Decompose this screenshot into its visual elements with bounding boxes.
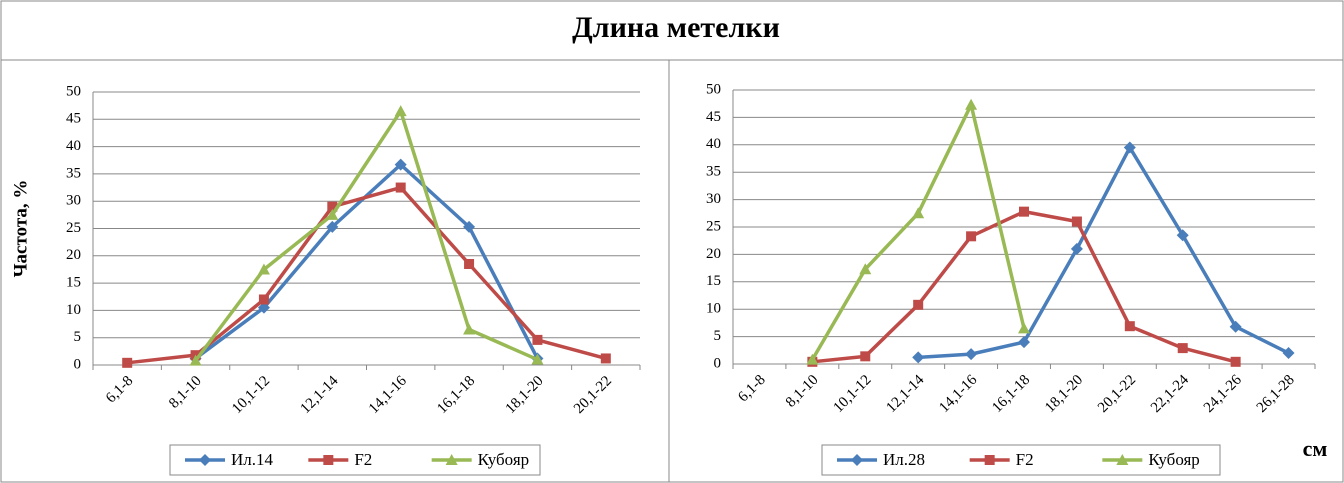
- marker: [965, 98, 978, 110]
- y-tick-label: 50: [66, 83, 81, 99]
- marker: [984, 455, 995, 465]
- marker: [463, 323, 476, 335]
- marker: [1123, 141, 1136, 154]
- y-tick-label: 40: [706, 136, 721, 152]
- marker: [1124, 321, 1135, 332]
- y-axis-label: Частота, %: [10, 180, 31, 278]
- marker: [859, 263, 872, 275]
- y-tick-label: 20: [66, 247, 81, 263]
- y-tick-label: 35: [66, 165, 81, 181]
- y-tick-label: 25: [66, 220, 81, 236]
- marker: [257, 263, 270, 275]
- title-box: [0, 0, 1344, 61]
- marker: [1177, 343, 1188, 354]
- y-tick-label: 15: [66, 275, 81, 291]
- y-tick-label: 10: [706, 301, 721, 317]
- y-tick-label: 15: [706, 273, 721, 289]
- y-tick-label: 30: [706, 191, 721, 207]
- marker: [1018, 336, 1030, 349]
- legend-label: Кубояр: [1148, 450, 1199, 469]
- marker: [258, 294, 269, 305]
- marker: [463, 220, 476, 233]
- marker: [806, 353, 819, 365]
- legend: [169, 444, 541, 476]
- marker: [394, 105, 407, 117]
- marker: [395, 182, 406, 193]
- marker: [1019, 206, 1029, 217]
- marker: [1230, 356, 1241, 367]
- marker: [912, 207, 925, 219]
- legend-label: F2: [1016, 450, 1034, 469]
- marker: [394, 158, 407, 171]
- marker: [327, 201, 338, 212]
- marker: [323, 455, 334, 465]
- marker: [1116, 454, 1129, 465]
- marker: [913, 299, 924, 310]
- marker: [1018, 322, 1030, 334]
- marker: [1176, 229, 1189, 242]
- marker: [445, 454, 458, 465]
- marker: [326, 220, 339, 233]
- legend-label: F2: [354, 450, 372, 469]
- marker: [1229, 320, 1242, 333]
- legend-label: Ил.14: [231, 450, 274, 469]
- y-tick-label: 50: [706, 81, 721, 97]
- marker: [860, 351, 871, 362]
- line: [918, 145, 1290, 360]
- marker: [257, 301, 270, 314]
- y-tick-label: 45: [706, 109, 721, 125]
- marker: [189, 354, 202, 366]
- marker: [912, 351, 925, 364]
- marker: [1070, 242, 1083, 255]
- y-tick-label: 5: [714, 328, 722, 344]
- y-tick-label: 45: [66, 111, 81, 127]
- marker: [1282, 347, 1295, 360]
- marker: [851, 454, 863, 466]
- figure-title: Длина метелки: [572, 11, 780, 44]
- marker: [199, 454, 211, 466]
- marker: [966, 231, 977, 242]
- legend-label: Кубояр: [478, 450, 529, 469]
- y-tick-label: 20: [706, 246, 721, 262]
- line: [194, 109, 539, 362]
- marker: [600, 353, 611, 364]
- marker: [1071, 216, 1082, 227]
- legend: [821, 444, 1221, 476]
- marker: [464, 258, 475, 269]
- y-tick-label: 25: [706, 218, 721, 234]
- marker: [532, 334, 543, 345]
- y-tick-label: 10: [66, 302, 81, 318]
- y-tick-label: 0: [714, 355, 722, 371]
- x-axis-label: см: [1303, 436, 1328, 461]
- legend-label: Ил.28: [883, 450, 925, 469]
- y-tick-label: 35: [706, 164, 721, 180]
- marker: [122, 357, 133, 368]
- y-tick-label: 30: [66, 193, 81, 209]
- marker: [326, 208, 339, 220]
- marker: [965, 348, 978, 361]
- y-tick-label: 40: [66, 138, 81, 154]
- marker: [531, 353, 544, 365]
- y-tick-label: 0: [74, 356, 82, 372]
- y-tick-label: 5: [74, 329, 82, 345]
